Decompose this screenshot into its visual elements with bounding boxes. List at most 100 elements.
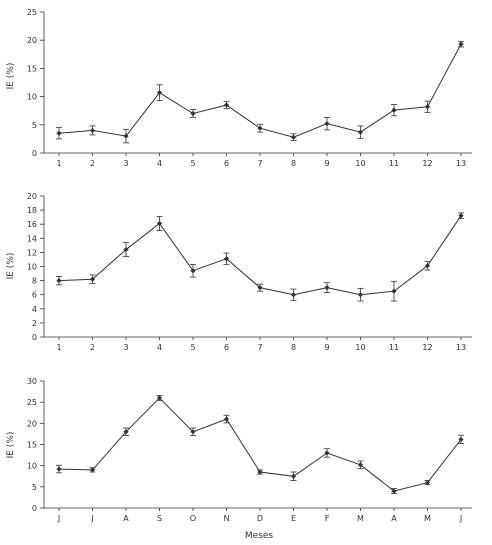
chart-2-x-tick-label: 13 [456,343,466,352]
chart-3-x-tick-label: J [459,514,462,523]
chart-1-data-point [257,125,263,131]
chart-1-data-point [357,129,364,135]
chart-3-series-line [58,397,462,492]
chart-2-data-point [223,256,230,262]
chart-2-data-point [458,213,464,219]
chart-2-data-point [56,278,62,284]
chart-1-data-point [391,107,397,113]
chart-1-x-tick-label: 9 [324,159,329,168]
chart-2-data-point [123,246,129,253]
chart-2-data-point [324,285,330,291]
chart-1-x-tick-label: 5 [190,159,195,168]
chart-2-data-point [190,268,196,274]
chart-2-y-tick-label: 18 [27,206,37,215]
chart-1-x-tick-label: 7 [257,159,262,168]
chart-2-y-tick-label: 10 [27,263,37,272]
chart-1-x-tick-label: 1 [56,159,61,168]
chart-3-x-tick-label: M [424,514,431,523]
chart-1-x-tick-label: 13 [456,159,466,168]
chart-2-y-tick-label: 2 [32,319,37,328]
chart-1-y-tick-label: 0 [32,149,37,158]
chart-1-y-tick-label: 10 [27,93,37,102]
chart-3-x-tick-label: A [391,514,397,523]
chart-3-x-tick-label: A [123,514,129,523]
chart-2-x-tick-label: 5 [190,343,195,352]
chart-3-data-point [223,416,230,422]
chart-2-y-tick-label: 20 [27,192,37,201]
chart-2-x-tick-label: 3 [123,343,128,352]
chart-3-y-tick-label: 20 [27,419,37,428]
chart-3-y-tick-label: 5 [32,483,37,492]
chart-3-data-point [357,462,364,468]
chart-2-x-tick-label: 12 [422,343,432,352]
chart-1-x-tick-label: 4 [157,159,162,168]
chart-1-x-tick-label: 6 [224,159,229,168]
chart-2-data-point [424,263,431,269]
chart-3-data-point [123,429,129,435]
chart-3-x-tick-label: D [257,514,263,523]
chart-1-y-tick-label: 5 [32,121,37,130]
chart-3-data-point [257,469,263,475]
chart-2-data-point [156,220,163,227]
chart-3-x-tick-label: J [57,514,60,523]
chart-3-x-tick-label: S [157,514,162,523]
chart-3-x-tick-label: J [90,514,93,523]
chart-2-x-tick-label: 2 [90,343,95,352]
chart-3-data-point [290,473,297,479]
chart-1-data-point [123,133,129,139]
chart-1-x-tick-label: 11 [389,159,399,168]
chart-2-data-point [257,285,263,291]
chart-3-x-tick-label: O [190,514,196,523]
chart-1-data-point [89,127,96,134]
chart-2-x-tick-label: 11 [389,343,399,352]
chart-2-data-point [290,292,297,298]
chart-2-data-point [357,292,364,298]
chart-3: IE (%) Meses 0 5 10 15 20 25 30 J J A S O N D E F M A M J [6,377,472,541]
chart-3-data-point [190,429,196,435]
chart-2-x-tick-label: 6 [224,343,229,352]
chart-2-data-point [89,276,96,282]
chart-1-x-tick-label: 10 [355,159,365,168]
chart-2-y-tick-label: 0 [32,333,37,342]
chart-1-y-tick-label: 20 [27,36,37,45]
chart-3-x-tick-label: E [291,514,296,523]
chart-3-y-tick-label: 30 [27,377,37,386]
chart-3-y-axis-label: IE (%) [6,432,16,459]
chart-3-data-point [324,450,330,456]
chart-3-x-tick-label: N [224,514,230,523]
chart-2-y-tick-label: 4 [32,305,37,314]
chart-2-x-tick-label: 1 [56,343,61,352]
chart-3-x-tick-label: M [357,514,364,523]
chart-1-y-axis-label: IE (%) [6,63,16,90]
chart-3-data-point [424,480,431,486]
chart-3-y-tick-label: 0 [32,504,37,513]
chart-2-data-point [391,288,397,294]
chart-3-data-point [89,467,96,473]
chart-1-data-point [324,121,330,127]
chart-2-y-tick-label: 8 [32,277,37,286]
chart-3-x-axis-label: Meses [245,531,274,541]
chart-1-data-point [156,90,163,96]
chart-2-x-tick-label: 7 [257,343,262,352]
chart-2-y-tick-label: 16 [27,220,37,229]
chart-1-x-tick-label: 2 [90,159,95,168]
chart-3-y-tick-label: 15 [27,441,37,450]
chart-1-y-tick-label: 15 [27,64,37,73]
chart-2-y-axis-label: IE (%) [6,253,16,280]
chart-2-y-tick-label: 14 [27,234,37,243]
chart-1-x-tick-label: 3 [123,159,128,168]
chart-2-y-tick-label: 6 [32,291,37,300]
chart-1-data-point [190,110,196,117]
chart-1-x-tick-label: 8 [291,159,296,168]
chart-3-data-point [391,488,397,494]
chart-1-data-point [424,104,431,110]
chart-1-series-line [58,43,462,138]
chart-1-y-tick-label: 25 [27,8,37,17]
chart-1-data-point [290,134,297,140]
chart-1-data-point [56,130,62,136]
chart-2-series-line [58,215,462,296]
chart-2-x-tick-label: 9 [324,343,329,352]
chart-2-y-tick-label: 12 [27,248,37,257]
